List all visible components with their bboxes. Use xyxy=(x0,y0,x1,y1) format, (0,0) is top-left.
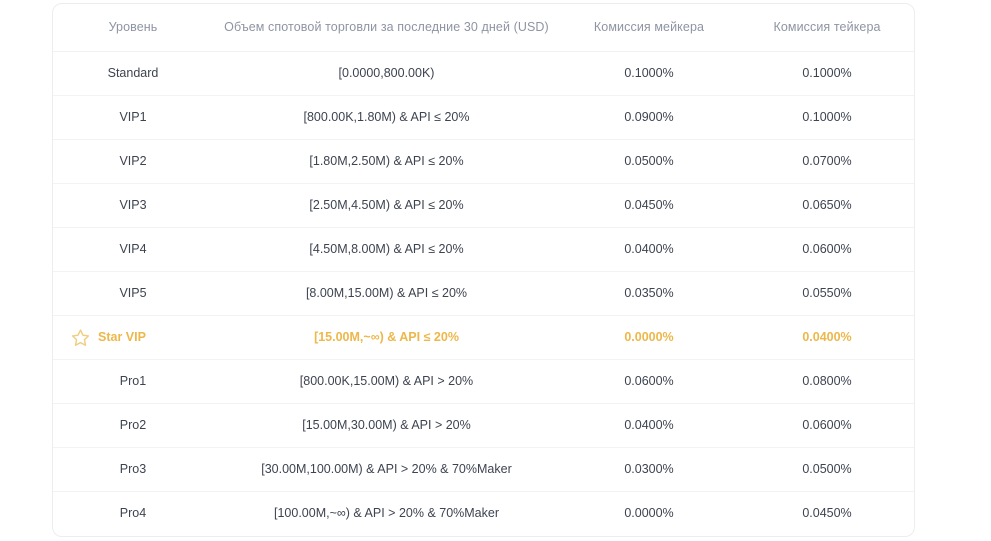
cell-volume: [15.00M,30.00M) & API > 20% xyxy=(213,403,560,448)
level-content: Pro4 xyxy=(53,492,213,536)
table-row: Pro1 [800.00K,15.00M) & API > 20% 0.0600% 0… xyxy=(53,359,914,404)
cell-maker-fee: 0.0300% xyxy=(560,447,738,492)
table-row: Pro2 [15.00M,30.00M) & API > 20% 0.0400% 0.… xyxy=(53,403,914,448)
level-label: VIP5 xyxy=(119,286,147,300)
cell-taker-fee: 0.0600% xyxy=(738,403,914,448)
cell-taker-fee: 0.0500% xyxy=(738,447,914,492)
level-label: Standard xyxy=(107,66,159,80)
star-icon xyxy=(71,328,90,347)
column-header-maker-fee: Комиссия мейкера xyxy=(560,4,738,52)
level-label: VIP2 xyxy=(119,154,147,168)
level-content: Pro3 xyxy=(53,448,213,491)
table-body: Standard [0.0000,800.00K) 0.1000% 0.1000% VI… xyxy=(53,51,914,535)
table-row: VIP1 [800.00K,1.80M) & API ≤ 20% 0.0900% 0.… xyxy=(53,95,914,140)
cell-volume: [4.50M,8.00M) & API ≤ 20% xyxy=(213,227,560,272)
cell-level: Pro4 xyxy=(53,491,213,535)
cell-volume: [1.80M,2.50M) & API ≤ 20% xyxy=(213,139,560,184)
cell-maker-fee: 0.0000% xyxy=(560,315,738,360)
cell-level: Pro1 xyxy=(53,359,213,404)
cell-taker-fee: 0.0800% xyxy=(738,359,914,404)
cell-volume: [8.00M,15.00M) & API ≤ 20% xyxy=(213,271,560,316)
cell-taker-fee: 0.1000% xyxy=(738,51,914,96)
level-content: VIP5 xyxy=(53,272,213,315)
level-content: VIP4 xyxy=(53,228,213,271)
cell-taker-fee: 0.0400% xyxy=(738,315,914,360)
cell-level: VIP5 xyxy=(53,271,213,316)
table-row: VIP2 [1.80M,2.50M) & API ≤ 20% 0.0500% 0.07… xyxy=(53,139,914,184)
cell-maker-fee: 0.0450% xyxy=(560,183,738,228)
level-content: Pro2 xyxy=(53,404,213,447)
cell-level: VIP3 xyxy=(53,183,213,228)
level-content: VIP3 xyxy=(53,184,213,227)
table-row: Pro4 [100.00M,~∞) & API > 20% & 70%Maker 0… xyxy=(53,491,914,535)
table-header-row: Уровень Объем спотовой торговли за после… xyxy=(53,4,914,52)
cell-taker-fee: 0.0550% xyxy=(738,271,914,316)
level-content: Pro1 xyxy=(53,360,213,403)
level-label: Pro1 xyxy=(119,374,147,388)
cell-maker-fee: 0.0350% xyxy=(560,271,738,316)
cell-taker-fee: 0.1000% xyxy=(738,95,914,140)
cell-maker-fee: 0.0600% xyxy=(560,359,738,404)
cell-volume: [15.00M,~∞) & API ≤ 20% xyxy=(213,315,560,360)
level-label: Pro4 xyxy=(119,506,147,521)
level-label: VIP4 xyxy=(119,242,147,256)
level-content: VIP2 xyxy=(53,140,213,183)
table-row: VIP4 [4.50M,8.00M) & API ≤ 20% 0.0400% 0.06… xyxy=(53,227,914,272)
cell-level: Pro3 xyxy=(53,447,213,492)
cell-taker-fee: 0.0600% xyxy=(738,227,914,272)
cell-maker-fee: 0.0400% xyxy=(560,227,738,272)
cell-level: Pro2 xyxy=(53,403,213,448)
level-label: Star VIP xyxy=(98,330,146,344)
level-content: Standard xyxy=(53,52,213,95)
fee-tier-card: Уровень Объем спотовой торговли за после… xyxy=(52,3,915,537)
cell-maker-fee: 0.0900% xyxy=(560,95,738,140)
level-content: Star VIP xyxy=(53,316,213,359)
cell-maker-fee: 0.0400% xyxy=(560,403,738,448)
cell-taker-fee: 0.0650% xyxy=(738,183,914,228)
cell-volume: [2.50M,4.50M) & API ≤ 20% xyxy=(213,183,560,228)
cell-taker-fee: 0.0450% xyxy=(802,506,852,521)
column-header-volume: Объем спотовой торговли за последние 30 … xyxy=(213,4,560,52)
table-row: Standard [0.0000,800.00K) 0.1000% 0.1000% xyxy=(53,51,914,96)
cell-maker-fee: 0.0000% xyxy=(624,506,674,521)
table-header: Уровень Объем спотовой торговли за после… xyxy=(53,4,914,52)
cell-level: Standard xyxy=(53,51,213,96)
cell-level: VIP2 xyxy=(53,139,213,184)
cell-volume: [800.00K,15.00M) & API > 20% xyxy=(213,359,560,404)
cell-maker-fee: 0.0500% xyxy=(560,139,738,184)
level-label: Pro3 xyxy=(119,462,147,476)
table-row: Star VIP [15.00M,~∞) & API ≤ 20% 0.0000% 0.… xyxy=(53,315,914,360)
cell-level: VIP4 xyxy=(53,227,213,272)
table-row: VIP3 [2.50M,4.50M) & API ≤ 20% 0.0450% 0.06… xyxy=(53,183,914,228)
cell-volume: [0.0000,800.00K) xyxy=(213,51,560,96)
cell-level: Star VIP xyxy=(53,315,213,360)
cell-volume: [800.00K,1.80M) & API ≤ 20% xyxy=(213,95,560,140)
table-row: VIP5 [8.00M,15.00M) & API ≤ 20% 0.0350% 0.0… xyxy=(53,271,914,316)
cell-taker-fee: 0.0700% xyxy=(738,139,914,184)
table-row: Pro3 [30.00M,100.00M) & API > 20% & 70%Ma… xyxy=(53,447,914,492)
column-header-taker-fee: Комиссия тейкера xyxy=(738,4,914,52)
level-label: VIP1 xyxy=(119,110,147,124)
cell-volume: [100.00M,~∞) & API > 20% & 70%Maker xyxy=(274,506,499,521)
cell-volume: [30.00M,100.00M) & API > 20% & 70%Maker xyxy=(213,447,560,492)
fee-tier-table: Уровень Объем спотовой торговли за после… xyxy=(53,4,914,535)
level-content: VIP1 xyxy=(53,96,213,139)
level-label: Pro2 xyxy=(119,418,147,432)
column-header-level: Уровень xyxy=(53,4,213,52)
level-label: VIP3 xyxy=(119,198,147,212)
cell-level: VIP1 xyxy=(53,95,213,140)
cell-maker-fee: 0.1000% xyxy=(560,51,738,96)
